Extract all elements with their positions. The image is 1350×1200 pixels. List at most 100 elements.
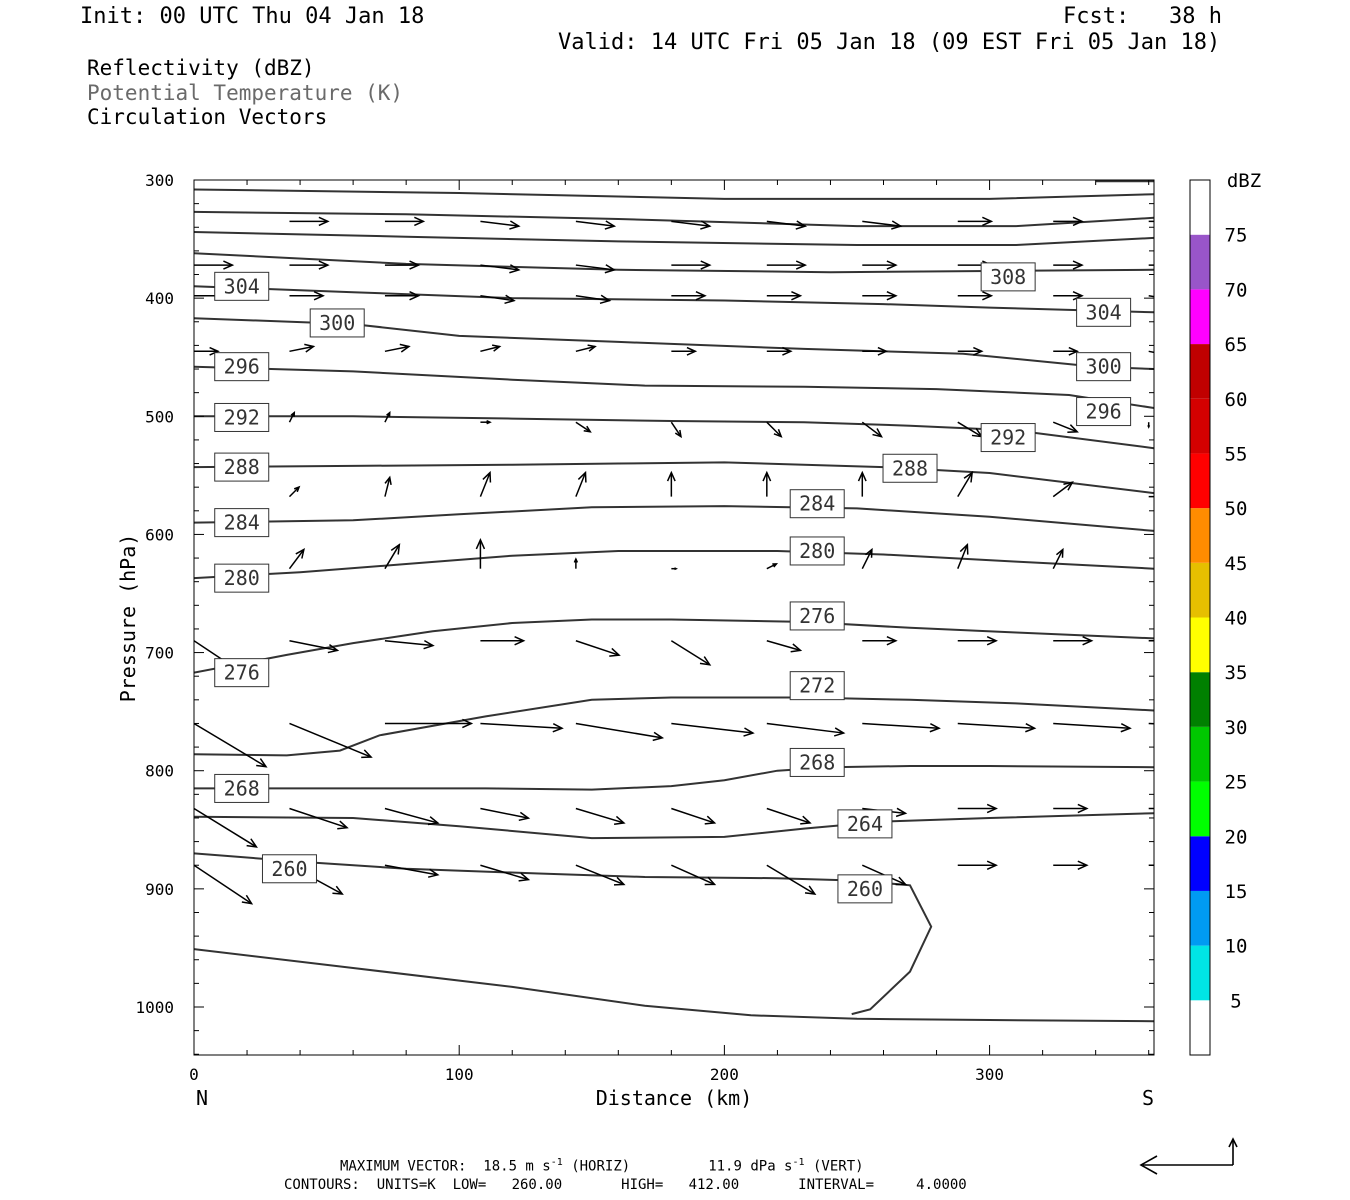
contour-label-280: 280 [214, 563, 270, 593]
circulation-vector [384, 291, 421, 301]
svg-text:272: 272 [799, 674, 835, 698]
colorbar-swatch-5 [1190, 945, 1210, 1001]
circulation-vector [289, 807, 349, 830]
contour-label-268: 268 [214, 773, 270, 803]
contour-label-296: 296 [1076, 397, 1132, 427]
y-tick-label: 800 [145, 762, 174, 781]
circulation-vector [575, 722, 665, 742]
max-vector-horiz-exponent: -1 [550, 1157, 563, 1168]
circulation-vector [766, 346, 793, 356]
circulation-vector [957, 860, 998, 870]
colorbar-tick-label: 5 [1230, 990, 1241, 1012]
colorbar-swatch-25 [1190, 726, 1210, 782]
circulation-vector [671, 807, 717, 825]
circulation-vector [1052, 481, 1074, 498]
circulation-vector [289, 291, 325, 301]
colorbar-swatch-55 [1190, 398, 1210, 454]
circulation-vector [480, 864, 531, 882]
circulation-vector [384, 260, 421, 270]
contour-label-272: 272 [789, 671, 845, 701]
circulation-vector [1053, 722, 1132, 733]
circulation-vector [288, 485, 301, 498]
svg-text:296: 296 [1086, 400, 1122, 424]
circulation-vector [1053, 291, 1084, 301]
colorbar-tick-label: 75 [1225, 225, 1248, 247]
circulation-vector [573, 557, 579, 569]
contour-line-upper-1 [194, 210, 1154, 228]
contour-line-300-0 [194, 317, 1154, 370]
max-vector-vert-exponent: -1 [792, 1157, 805, 1168]
circulation-vector [671, 722, 755, 737]
colorbar-frame [1189, 179, 1211, 1056]
circulation-vector [575, 344, 597, 353]
circulation-vector [766, 291, 803, 301]
circulation-vector [1053, 260, 1084, 270]
contour-label-288: 288 [882, 453, 938, 483]
svg-text:276: 276 [799, 604, 835, 628]
y-tick-label: 1000 [135, 998, 174, 1017]
svg-text:300: 300 [319, 311, 355, 335]
circulation-vector [1053, 803, 1089, 814]
circulation-vector [575, 470, 587, 497]
circulation-vector [861, 421, 883, 438]
field-reflectivity: Reflectivity (dBZ) [87, 56, 315, 80]
svg-text:308: 308 [990, 265, 1026, 289]
contour-label-276: 276 [789, 601, 845, 631]
y-tick-label: 300 [145, 171, 174, 190]
south-end-label: S [1142, 1086, 1154, 1110]
circulation-vector [384, 639, 435, 650]
circulation-vector [1053, 636, 1094, 646]
circulation-vector [479, 470, 492, 497]
contour-label-304: 304 [214, 271, 270, 301]
circulation-vector [384, 543, 401, 570]
circulation-vector [480, 220, 521, 230]
circulation-vector [575, 640, 621, 657]
circulation-vector [1147, 422, 1151, 429]
circulation-vector [957, 803, 998, 814]
colorbar-tick-label: 40 [1225, 608, 1248, 630]
circulation-vector [1053, 216, 1084, 227]
circulation-vector [766, 722, 846, 737]
y-tick-label: 500 [145, 407, 174, 426]
circulation-vector [762, 470, 772, 497]
contour-labels: 260 260 264 268 268 272 276 276 280 280 284 284 288 2… [214, 262, 1132, 904]
circulation-vector [1148, 722, 1154, 725]
circulation-vector [671, 567, 678, 571]
circulation-vector [671, 864, 717, 886]
colorbar-swatch-below-5 [1190, 1000, 1210, 1055]
contour-line-280-0 [194, 550, 1154, 580]
svg-text:280: 280 [224, 566, 260, 590]
circulation-vector [671, 346, 698, 356]
contour-label-300: 300 [309, 308, 365, 338]
svg-text:260: 260 [847, 877, 883, 901]
circulation-vector [1148, 264, 1154, 266]
circulation-vector [480, 344, 502, 353]
svg-text:268: 268 [799, 750, 835, 774]
colorbar-tick-label: 25 [1225, 772, 1248, 794]
circulation-vector [862, 722, 941, 733]
circulation-vector [957, 291, 994, 301]
max-vector-horiz: MAXIMUM VECTOR: 18.5 m s [340, 1158, 551, 1175]
svg-text:284: 284 [224, 511, 260, 535]
colorbar-swatch-20 [1190, 781, 1210, 837]
contour-label-292: 292 [980, 423, 1036, 453]
reference-vector-icon [1139, 1137, 1238, 1175]
contour-line-272-0 [194, 696, 1154, 757]
contour-label-292: 292 [214, 402, 270, 432]
circulation-vector [670, 640, 712, 666]
plot-frame [193, 179, 1155, 1056]
circulation-vector [575, 264, 617, 274]
theta-contours [194, 180, 1154, 1023]
circulation-vector [289, 216, 330, 227]
circulation-vector [1052, 421, 1079, 433]
colorbar-swatch-10 [1190, 890, 1210, 946]
contour-line-upper-0 [194, 231, 1154, 246]
valid-time: Valid: 14 UTC Fri 05 Jan 18 (09 EST Fri … [558, 30, 1221, 55]
circulation-vector [289, 722, 373, 759]
circulation-vector [480, 636, 526, 646]
contour-line-284-0 [194, 505, 1154, 532]
svg-text:260: 260 [271, 857, 307, 881]
circulation-vector [289, 260, 330, 270]
circulation-vector [857, 470, 867, 497]
